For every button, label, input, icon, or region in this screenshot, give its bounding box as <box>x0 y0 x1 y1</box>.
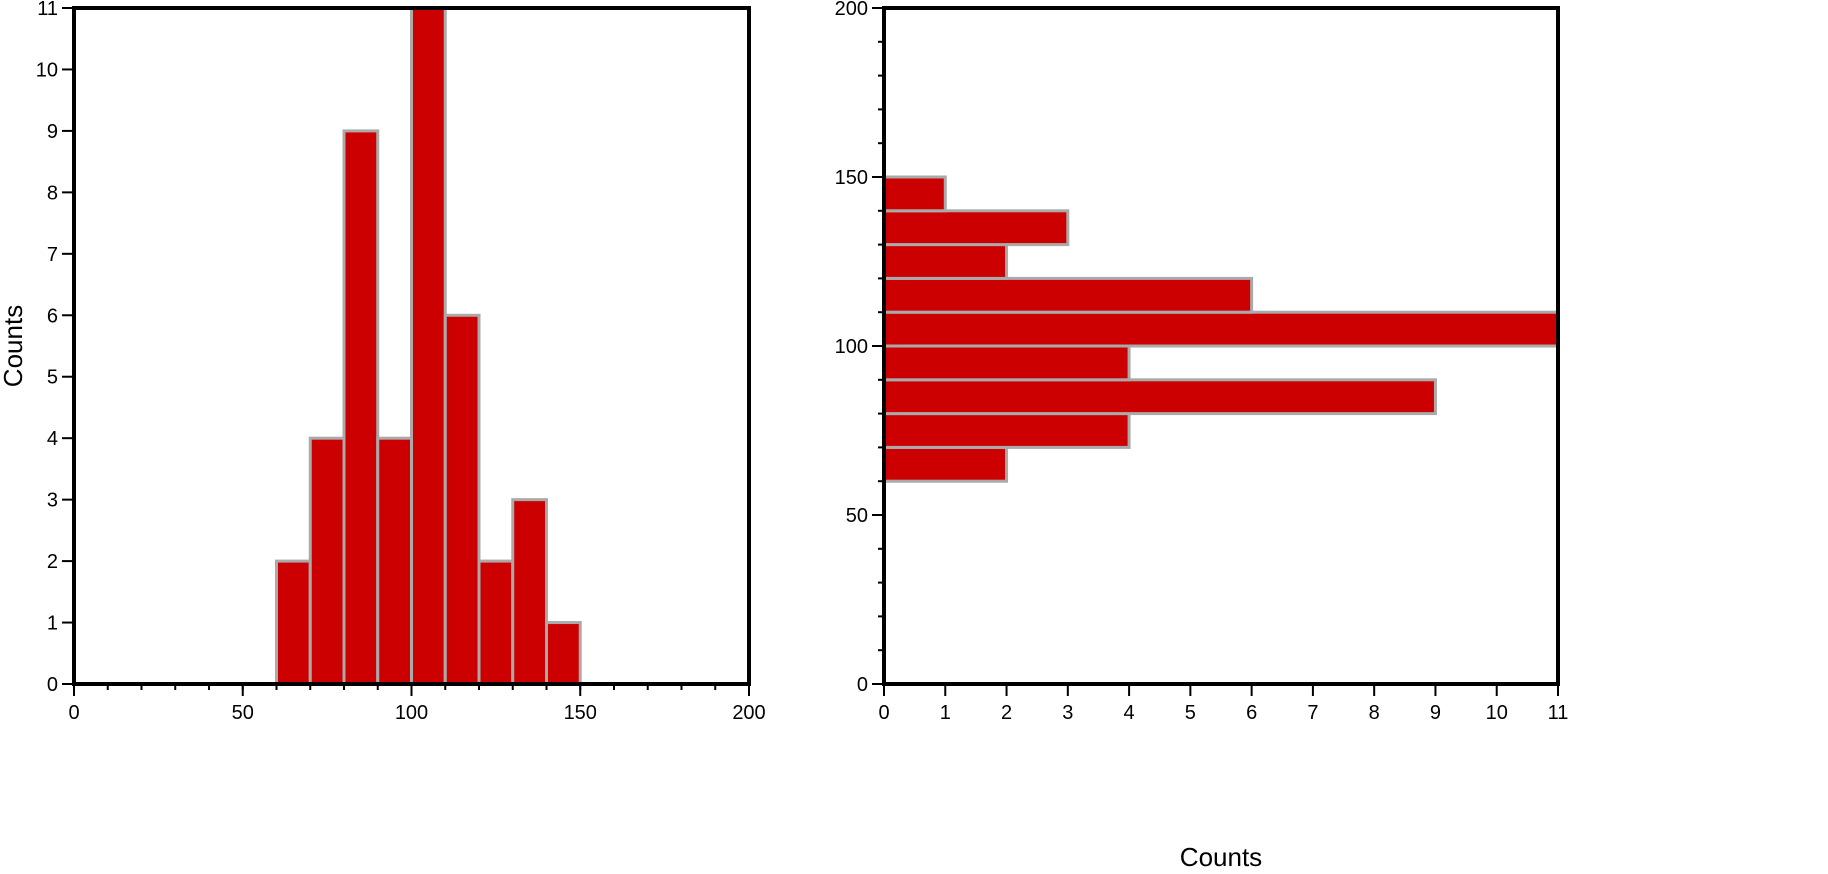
histogram-bar <box>882 412 1131 449</box>
x-tick-label: 8 <box>1369 702 1380 724</box>
histogram-bar <box>545 621 582 686</box>
x-tick-label: 150 <box>564 702 597 724</box>
y-tick-label: 100 <box>835 336 868 358</box>
y-tick-label: 0 <box>47 674 58 696</box>
y-tick-label: 6 <box>47 305 58 327</box>
histogram-bar <box>882 175 947 213</box>
y-tick-label: 50 <box>846 505 868 527</box>
histogram-bar <box>511 498 548 686</box>
x-tick-label: 50 <box>232 702 254 724</box>
x-tick-label: 4 <box>1124 702 1135 724</box>
histogram-bar <box>443 313 481 686</box>
x-tick-label: 3 <box>1062 702 1073 724</box>
x-tick-label: 2 <box>1001 702 1012 724</box>
horizontal-histogram: 0 1 2 3 4 5 6 7 8 9 10 11 0 50 100 150 200 <box>835 0 1569 724</box>
y-tick-label: 1 <box>47 613 58 635</box>
y-tick-label: 10 <box>36 59 58 81</box>
y-tick-label: 0 <box>857 674 868 696</box>
x-tick-label: 11 <box>1548 702 1569 724</box>
y-tick-label: 150 <box>835 167 868 189</box>
left-y-axis-label: Counts <box>0 305 28 387</box>
x-tick-label: 0 <box>878 702 889 724</box>
histogram-bar <box>882 243 1009 280</box>
y-tick-label: 8 <box>47 182 58 204</box>
histogram-bar <box>882 209 1070 247</box>
x-tick-label: 100 <box>395 702 428 724</box>
x-tick-label: 0 <box>68 702 79 724</box>
histogram-bar <box>882 378 1437 416</box>
y-tick-label: 3 <box>47 490 58 512</box>
histogram-bar <box>308 436 346 686</box>
y-tick-label: 9 <box>47 121 58 143</box>
x-tick-label: 5 <box>1185 702 1196 724</box>
histogram-bar <box>376 436 413 686</box>
x-tick-label: 9 <box>1430 702 1441 724</box>
right-x-axis-label: Counts <box>1180 842 1262 872</box>
histogram-bar <box>882 344 1131 382</box>
y-tick-label: 2 <box>47 551 58 573</box>
histogram-bar <box>342 129 380 686</box>
y-tick-label: 7 <box>47 244 58 266</box>
histogram-bar <box>882 276 1254 314</box>
x-tick-label: 7 <box>1307 702 1318 724</box>
histogram-bar <box>275 559 312 686</box>
vertical-histogram: 0 50 100 150 200 0 1 2 3 4 5 6 7 8 9 10 11 <box>36 0 766 724</box>
histogram-bar <box>477 559 515 686</box>
x-tick-label: 200 <box>732 702 765 724</box>
x-tick-label: 6 <box>1246 702 1257 724</box>
y-tick-label: 5 <box>47 367 58 389</box>
histogram-bar <box>410 6 447 686</box>
y-tick-label: 11 <box>37 0 58 20</box>
histogram-bar <box>882 310 1560 348</box>
x-tick-label: 1 <box>940 702 951 724</box>
y-tick-label: 4 <box>47 428 58 450</box>
y-tick-label: 200 <box>835 0 868 20</box>
histogram-bar <box>882 445 1009 483</box>
x-tick-label: 10 <box>1486 702 1508 724</box>
